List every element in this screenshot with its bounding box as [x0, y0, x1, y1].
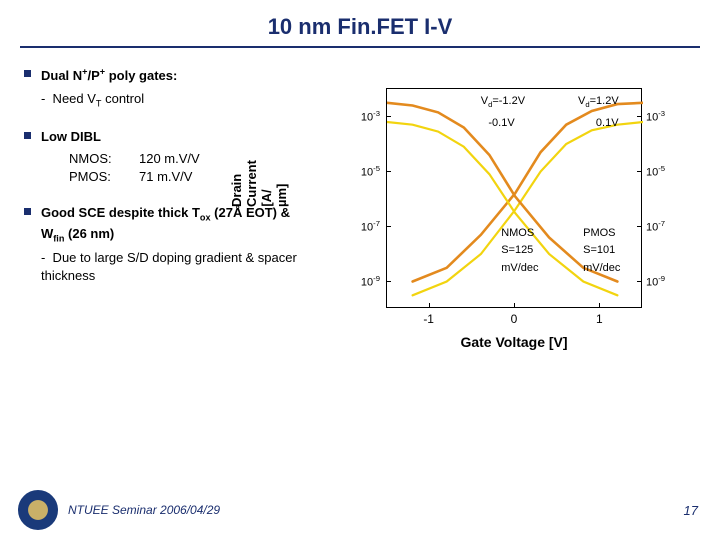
- bullet-sub: - Need VT control: [41, 90, 311, 110]
- ytick-left: 10-5: [350, 164, 380, 179]
- bullet-text: Dual N+/P+ poly gates:- Need VT control: [41, 66, 311, 110]
- chart-annotation: PMOS: [583, 227, 615, 239]
- chart-column: Drain Current [A/µm] Gate Voltage [V] 10…: [330, 66, 700, 350]
- chart-annotation: Vd=-1.2V: [481, 95, 525, 109]
- bullet-marker: [24, 132, 31, 139]
- bullet-rows: NMOS:120 m.V/VPMOS:71 m.V/V: [69, 150, 311, 186]
- xtick: -1: [419, 312, 439, 326]
- xtick: 1: [589, 312, 609, 326]
- ytick-left: 10-9: [350, 274, 380, 289]
- ytick-right: 10-9: [646, 274, 665, 289]
- university-seal-icon: [18, 490, 58, 530]
- bullet-item: Low DIBLNMOS:120 m.V/VPMOS:71 m.V/V: [24, 128, 324, 187]
- bullet-text: Good SCE despite thick Tox (27Å EOT) & W…: [41, 204, 311, 285]
- bullet-item: Good SCE despite thick Tox (27Å EOT) & W…: [24, 204, 324, 285]
- chart-annotation: NMOS: [501, 227, 534, 239]
- x-axis-label: Gate Voltage [V]: [386, 334, 642, 350]
- footer-left: NTUEE Seminar 2006/04/29: [18, 490, 220, 530]
- iv-chart: Drain Current [A/µm] Gate Voltage [V] 10…: [330, 70, 670, 350]
- ytick-right: 10-5: [646, 164, 665, 179]
- bullet-item: Dual N+/P+ poly gates:- Need VT control: [24, 66, 324, 110]
- title-rule: [20, 46, 700, 48]
- slide-footer: NTUEE Seminar 2006/04/29 17: [0, 490, 720, 530]
- ytick-right: 10-7: [646, 219, 665, 234]
- seminar-text: NTUEE Seminar 2006/04/29: [68, 503, 220, 517]
- ytick-left: 10-3: [350, 109, 380, 124]
- chart-annotation: 0.1V: [596, 117, 619, 129]
- chart-annotation: S=101: [583, 244, 615, 256]
- bullet-marker: [24, 208, 31, 215]
- title-prefix: 10: [268, 14, 292, 39]
- chart-annotation: -0.1V: [488, 117, 514, 129]
- slide-title: 10 nm Fin.FET I-V: [0, 0, 720, 40]
- bullet-sub: - Due to large S/D doping gradient & spa…: [41, 249, 311, 285]
- bullet-text: Low DIBLNMOS:120 m.V/VPMOS:71 m.V/V: [41, 128, 311, 187]
- bullet-column: Dual N+/P+ poly gates:- Need VT control L…: [0, 66, 330, 350]
- ytick-right: 10-3: [646, 109, 665, 124]
- bullet-marker: [24, 70, 31, 77]
- chart-annotation: mV/dec: [583, 262, 620, 274]
- chart-annotation: S=125: [501, 244, 533, 256]
- page-number: 17: [684, 503, 698, 518]
- title-unit: nm Fin.FET I-V: [298, 14, 452, 39]
- chart-annotation: mV/dec: [501, 262, 538, 274]
- ytick-left: 10-7: [350, 219, 380, 234]
- chart-annotation: Vd=1.2V: [578, 95, 619, 109]
- content-row: Dual N+/P+ poly gates:- Need VT control L…: [0, 66, 720, 350]
- bullet-list: Dual N+/P+ poly gates:- Need VT control L…: [24, 66, 324, 285]
- xtick: 0: [504, 312, 524, 326]
